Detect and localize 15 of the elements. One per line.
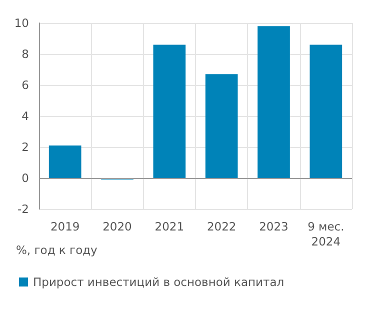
y-tick-label: 0 [22, 171, 29, 185]
x-tick-label: 2019 [50, 220, 80, 234]
y-tick-label: 2 [22, 140, 29, 154]
y-tick-label: 6 [22, 78, 29, 92]
y-tick-label: 4 [22, 109, 29, 123]
legend-label: Прирост инвестиций в основной капитал [33, 275, 284, 289]
x-tick-label: 2022 [206, 220, 236, 234]
x-tick-label: 9 мес. 2024 [308, 220, 344, 248]
x-tick-label: 2023 [259, 220, 288, 234]
x-tick-label: 2020 [102, 220, 132, 234]
y-tick-label: 8 [22, 47, 29, 61]
y-tick-label: 10 [14, 16, 29, 30]
text: %, год к году [16, 243, 98, 257]
y-tick-label: -2 [18, 202, 29, 216]
x-tick-label: 2021 [154, 220, 184, 234]
